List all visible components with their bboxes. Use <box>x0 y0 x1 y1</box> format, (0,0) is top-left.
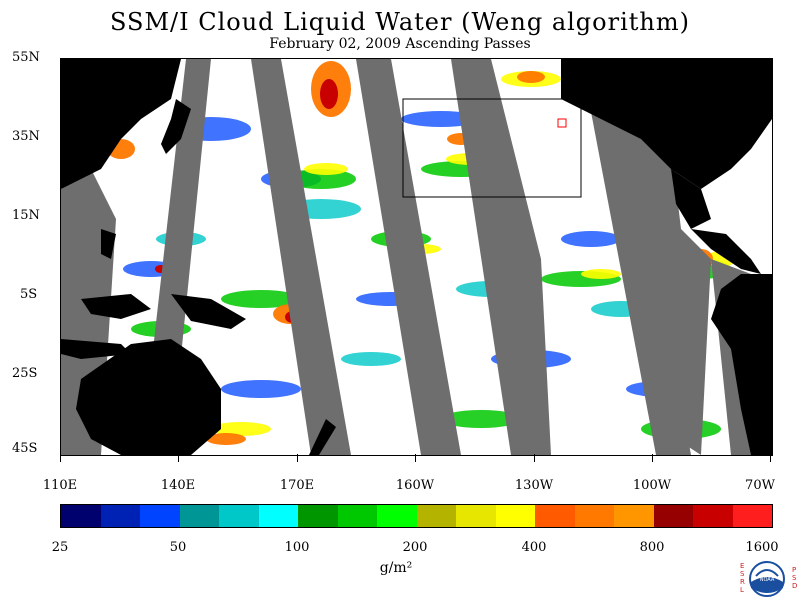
region-box <box>402 98 582 198</box>
lat-label-15n: 15N <box>12 208 40 223</box>
lon-label-170e: 170E <box>279 478 315 493</box>
colorbar-swatch <box>377 505 417 527</box>
lon-tick <box>297 454 298 462</box>
colorbar-swatch <box>495 505 535 527</box>
lon-tick <box>415 454 416 462</box>
units-label: g/m² <box>379 560 413 576</box>
site-marker <box>557 118 567 128</box>
chart-title: SSM/I Cloud Liquid Water (Weng algorithm… <box>109 8 690 36</box>
colorbar-swatch <box>693 505 733 527</box>
cloud-water-map <box>61 59 772 455</box>
colorbar-label-25: 25 <box>51 540 69 555</box>
colorbar-swatch <box>456 505 496 527</box>
lon-label-130w: 130W <box>514 478 554 493</box>
lon-label-100w: 100W <box>632 478 672 493</box>
lon-tick <box>534 454 535 462</box>
colorbar-swatch <box>614 505 654 527</box>
colorbar-swatch <box>337 505 377 527</box>
svg-text:NOAA: NOAA <box>760 577 775 583</box>
colorbar-swatch <box>298 505 338 527</box>
lat-label-35n: 35N <box>12 129 40 144</box>
lon-tick <box>770 454 771 462</box>
colorbar-swatch <box>258 505 298 527</box>
colorbar-label-1600: 1600 <box>745 540 779 555</box>
colorbar <box>60 504 773 528</box>
colorbar-swatch <box>416 505 456 527</box>
colorbar-swatch <box>140 505 180 527</box>
colorbar-swatch <box>574 505 614 527</box>
lat-label-25s: 25S <box>12 366 38 381</box>
colorbar-label-400: 400 <box>521 540 547 555</box>
colorbar-label-50: 50 <box>169 540 187 555</box>
lon-label-70w: 70W <box>745 478 775 493</box>
colorbar-swatch <box>732 505 772 527</box>
lat-label-55n: 55N <box>12 50 40 65</box>
lon-label-160w: 160W <box>395 478 435 493</box>
land-masses <box>61 59 772 455</box>
noaa-logo-icon: NOAA <box>749 561 785 597</box>
map-panel <box>60 58 773 456</box>
colorbar-swatch <box>219 505 259 527</box>
colorbar-label-800: 800 <box>639 540 665 555</box>
lon-label-140e: 140E <box>160 478 196 493</box>
lat-label-45s: 45S <box>12 441 38 456</box>
colorbar-label-100: 100 <box>284 540 310 555</box>
chart-subtitle: February 02, 2009 Ascending Passes <box>269 36 531 52</box>
colorbar-label-200: 200 <box>402 540 428 555</box>
lon-tick <box>178 454 179 462</box>
lat-label-5s: 5S <box>20 287 38 302</box>
colorbar-swatch <box>653 505 693 527</box>
lon-tick <box>60 454 61 462</box>
colorbar-swatch <box>179 505 219 527</box>
lon-label-110e: 110E <box>42 478 78 493</box>
colorbar-swatch <box>100 505 140 527</box>
colorbar-swatch <box>61 505 101 527</box>
lon-tick <box>652 454 653 462</box>
colorbar-swatch <box>535 505 575 527</box>
